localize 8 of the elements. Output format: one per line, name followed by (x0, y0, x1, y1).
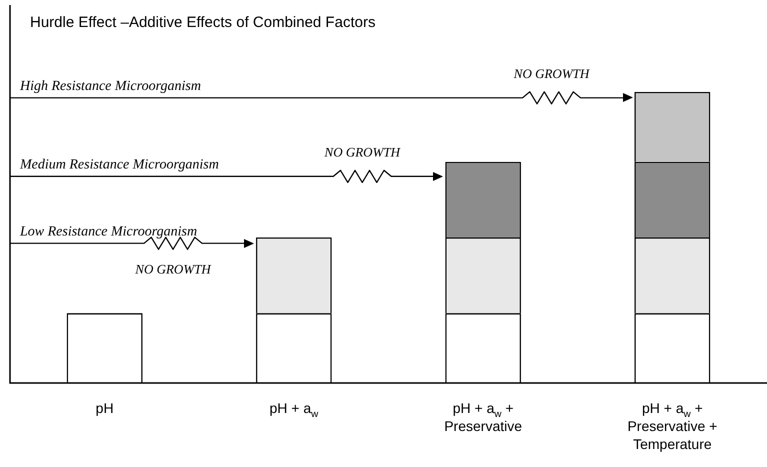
text: NO GROWTH (512, 66, 590, 81)
annotation: NO GROWTH (134, 261, 212, 276)
annotation: NO GROWTH (324, 144, 401, 160)
ref-line-label: High Resistance Microorganism (19, 78, 201, 94)
x-tick-label: pH (96, 400, 114, 416)
ref-line-label: Low Resistance Microorganism (19, 224, 198, 240)
chart-title: Hurdle Effect –Additive Effects of Combined Factors (30, 14, 376, 31)
ref-line-label: Medium Resistance Microorganism (19, 157, 219, 172)
